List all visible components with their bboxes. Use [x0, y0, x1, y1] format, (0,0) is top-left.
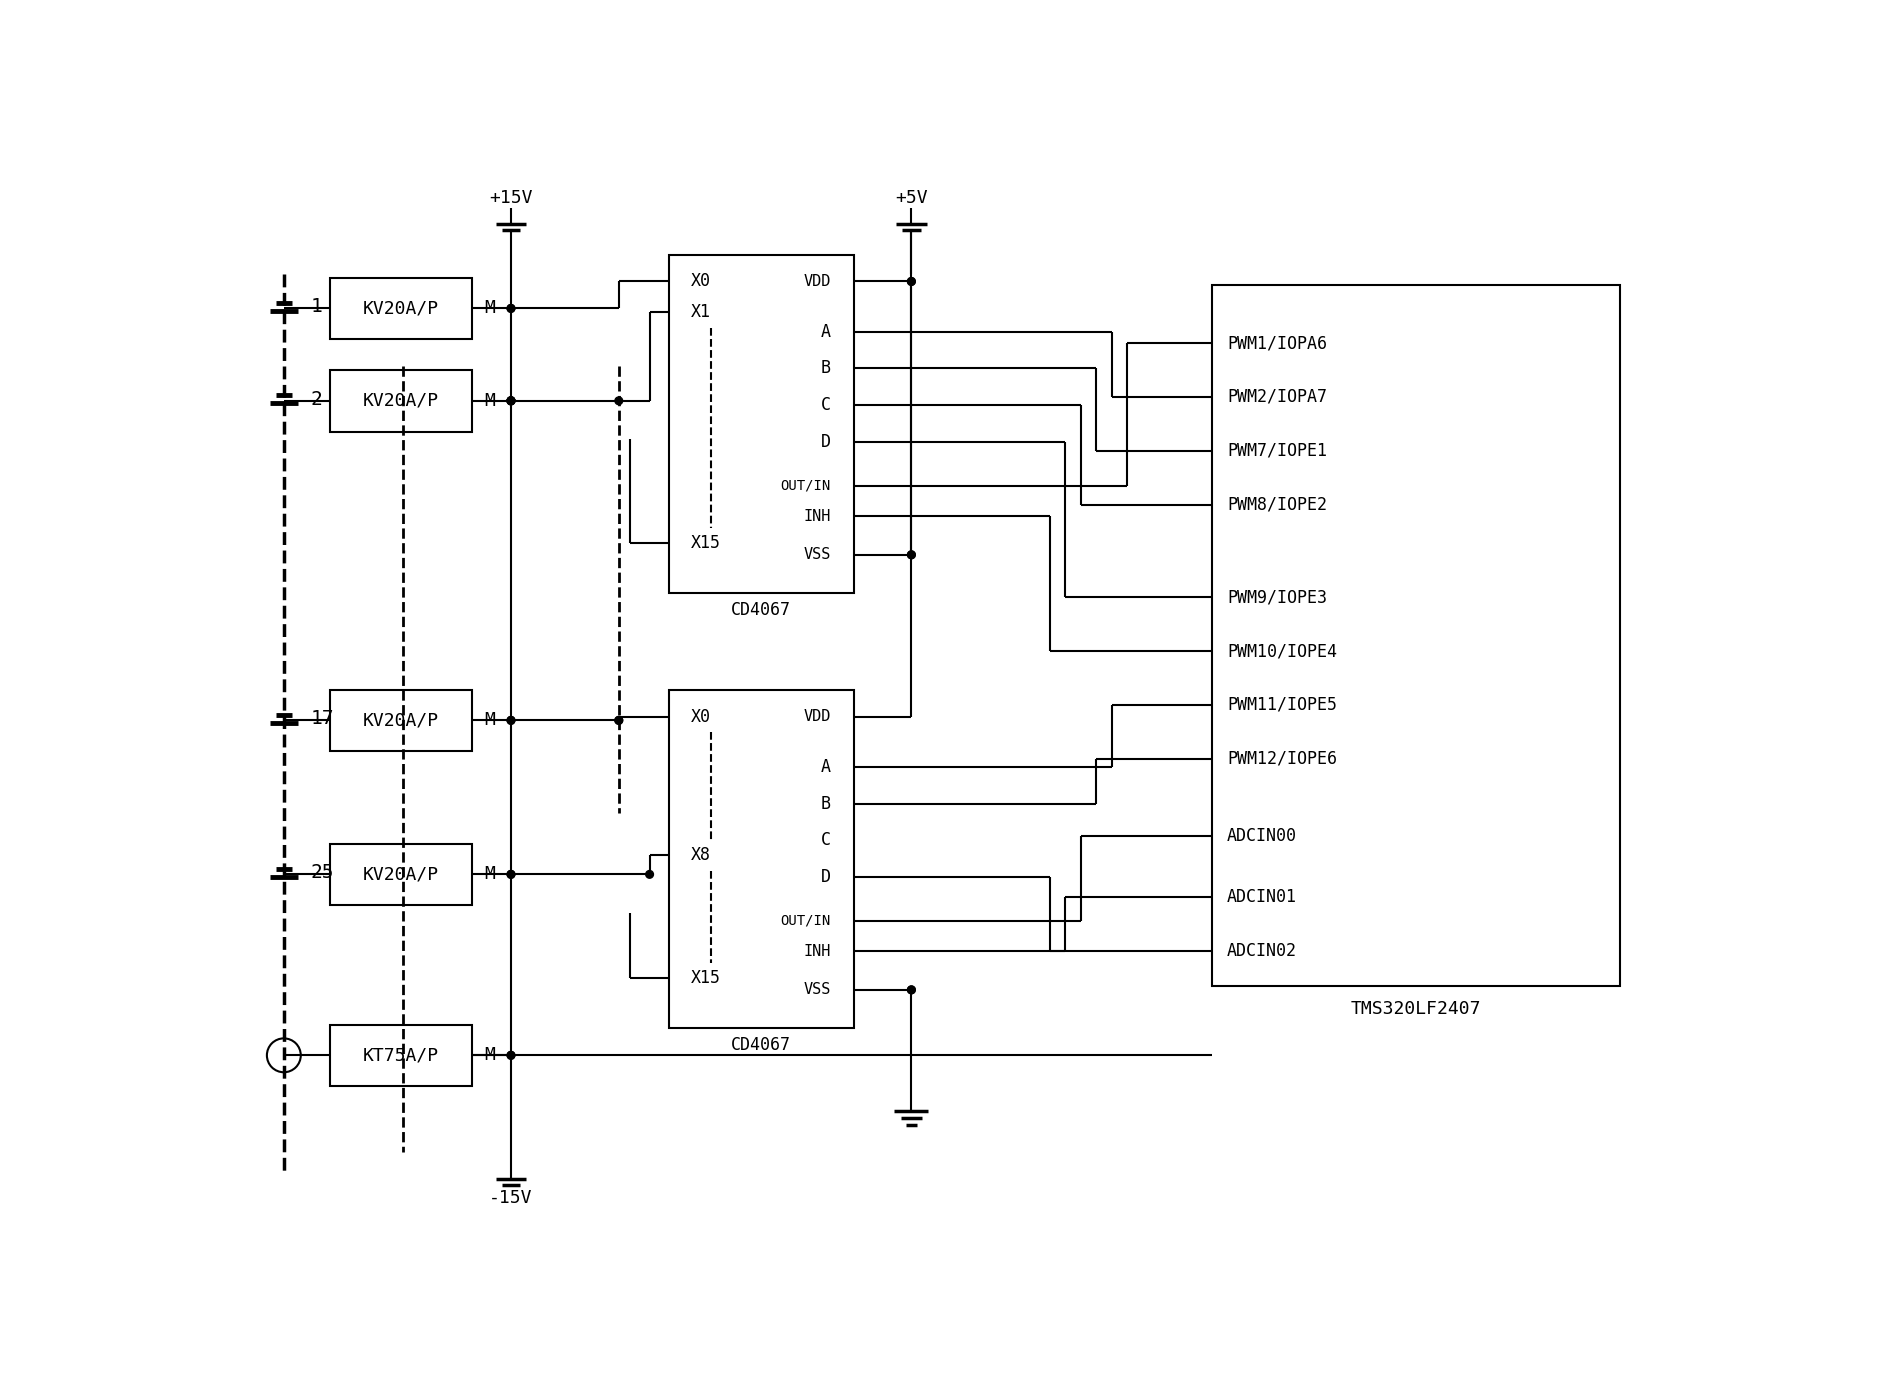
Bar [330, 278, 472, 339]
Text: ADCIN02: ADCIN02 [1227, 942, 1297, 960]
Text: CD4067: CD4067 [731, 602, 792, 620]
Text: TMS320LF2407: TMS320LF2407 [1350, 1000, 1481, 1018]
Circle shape [616, 716, 623, 725]
Text: ADCIN01: ADCIN01 [1227, 888, 1297, 906]
Circle shape [508, 304, 515, 313]
Circle shape [508, 397, 515, 405]
Text: CD4067: CD4067 [731, 1036, 792, 1054]
Text: 1: 1 [311, 297, 322, 317]
Text: M: M [485, 391, 494, 409]
Circle shape [508, 397, 515, 405]
Circle shape [508, 304, 515, 313]
Circle shape [907, 986, 915, 994]
Bar [669, 690, 854, 1029]
Text: VDD: VDD [803, 709, 831, 725]
Text: X8: X8 [691, 846, 710, 864]
Text: +15V: +15V [489, 189, 532, 207]
Text: KV20A/P: KV20A/P [364, 391, 439, 409]
Circle shape [508, 870, 515, 878]
Bar [669, 254, 854, 593]
Text: X0: X0 [691, 708, 710, 726]
Text: PWM9/IOPE3: PWM9/IOPE3 [1227, 588, 1328, 606]
Circle shape [907, 550, 915, 559]
Text: B: B [820, 360, 831, 378]
Text: KV20A/P: KV20A/P [364, 299, 439, 318]
Text: D: D [820, 869, 831, 887]
Text: KV20A/P: KV20A/P [364, 711, 439, 729]
Text: X1: X1 [691, 303, 710, 321]
Text: -15V: -15V [489, 1189, 532, 1207]
Circle shape [508, 397, 515, 405]
Text: X15: X15 [691, 969, 720, 987]
Text: KV20A/P: KV20A/P [364, 866, 439, 884]
Circle shape [907, 986, 915, 994]
Text: 2: 2 [311, 390, 322, 409]
Text: C: C [820, 831, 831, 849]
Circle shape [508, 870, 515, 878]
Text: X0: X0 [691, 272, 710, 290]
Text: PWM1/IOPA6: PWM1/IOPA6 [1227, 335, 1328, 353]
Bar [330, 690, 472, 751]
Bar [330, 1025, 472, 1086]
Text: X15: X15 [691, 534, 720, 552]
Text: INH: INH [803, 509, 831, 524]
Text: INH: INH [803, 943, 831, 958]
Text: KT75A/P: KT75A/P [364, 1047, 439, 1065]
Circle shape [907, 278, 915, 285]
Circle shape [508, 1051, 515, 1059]
Text: ADCIN00: ADCIN00 [1227, 827, 1297, 845]
Text: M: M [485, 711, 494, 729]
Circle shape [907, 550, 915, 559]
Text: PWM8/IOPE2: PWM8/IOPE2 [1227, 495, 1328, 513]
Text: 17: 17 [311, 709, 333, 729]
Bar [1212, 285, 1619, 986]
Circle shape [616, 397, 623, 405]
Text: 25: 25 [311, 863, 333, 882]
Text: +5V: +5V [896, 189, 928, 207]
Circle shape [508, 716, 515, 725]
Circle shape [508, 397, 515, 405]
Bar [330, 844, 472, 904]
Circle shape [907, 278, 915, 285]
Text: M: M [485, 299, 494, 318]
Text: PWM12/IOPE6: PWM12/IOPE6 [1227, 750, 1337, 768]
Circle shape [508, 397, 515, 405]
Text: M: M [485, 1047, 494, 1065]
Text: B: B [820, 794, 831, 813]
Text: VDD: VDD [803, 274, 831, 289]
Text: PWM10/IOPE4: PWM10/IOPE4 [1227, 642, 1337, 660]
Text: A: A [820, 322, 831, 340]
Text: PWM11/IOPE5: PWM11/IOPE5 [1227, 696, 1337, 714]
Text: D: D [820, 433, 831, 451]
Circle shape [646, 870, 653, 878]
Text: PWM2/IOPA7: PWM2/IOPA7 [1227, 389, 1328, 407]
Text: OUT/IN: OUT/IN [780, 479, 831, 492]
Bar [330, 371, 472, 431]
Text: VSS: VSS [803, 548, 831, 563]
Text: VSS: VSS [803, 982, 831, 997]
Text: PWM7/IOPE1: PWM7/IOPE1 [1227, 441, 1328, 461]
Text: OUT/IN: OUT/IN [780, 914, 831, 928]
Text: C: C [820, 397, 831, 415]
Circle shape [508, 716, 515, 725]
Circle shape [508, 1051, 515, 1059]
Text: A: A [820, 758, 831, 776]
Circle shape [616, 716, 623, 725]
Text: M: M [485, 866, 494, 884]
